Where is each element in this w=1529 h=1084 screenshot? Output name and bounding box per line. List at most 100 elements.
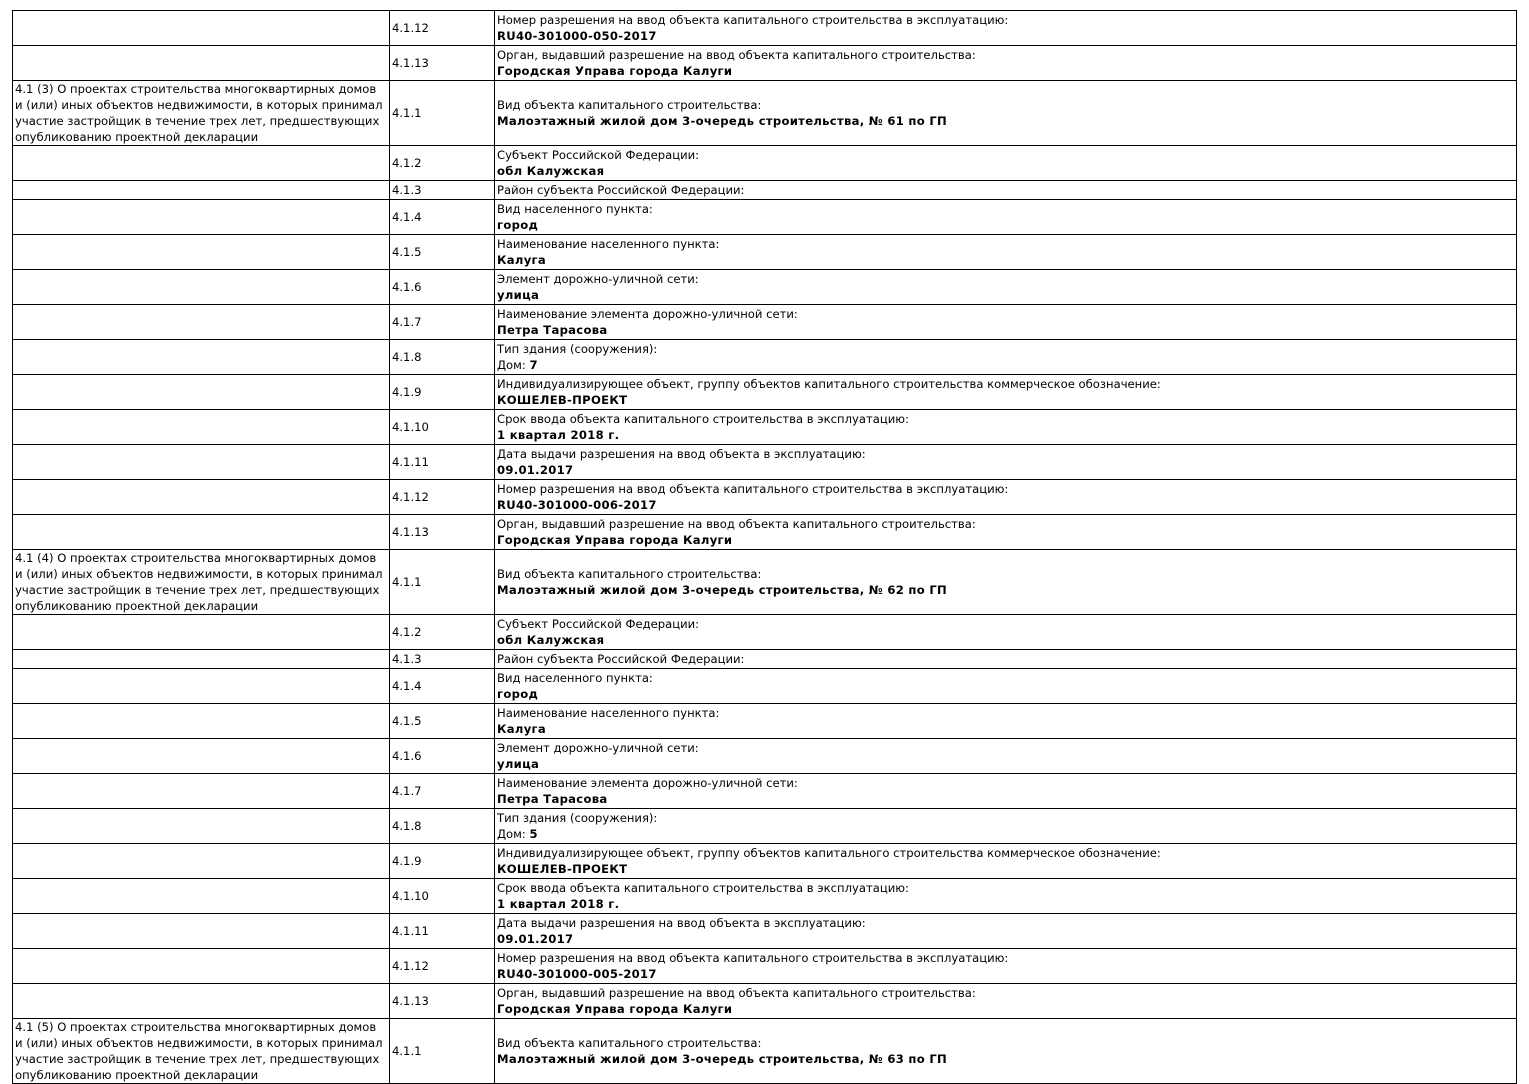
field-value: 7 xyxy=(529,358,538,372)
section-cell xyxy=(12,514,390,550)
field-value: улица xyxy=(497,757,540,771)
field-value: Городская Управа города Калуги xyxy=(497,533,733,547)
field-value-line: обл Калужская xyxy=(497,632,1514,648)
content-cell: Срок ввода объекта капитального строител… xyxy=(494,409,1517,445)
section-cell xyxy=(12,374,390,410)
content-cell: Наименование элемента дорожно-уличной се… xyxy=(494,304,1517,340)
field-value: Малоэтажный жилой дом 3-очередь строител… xyxy=(497,114,948,128)
field-value: Калуга xyxy=(497,253,547,267)
field-value: Петра Тарасова xyxy=(497,323,608,337)
section-cell xyxy=(12,409,390,445)
content-cell: Номер разрешения на ввод объекта капитал… xyxy=(494,479,1517,515)
table-row: 4.1.11 Дата выдачи разрешения на ввод объ… xyxy=(12,913,1517,949)
section-cell xyxy=(12,703,390,739)
field-label: Номер разрешения на ввод объекта капитал… xyxy=(497,13,1009,27)
table-row: 4.1.9 Индивидуализирующее объект, группу … xyxy=(12,374,1517,410)
field-label: Вид населенного пункта: xyxy=(497,202,653,216)
field-value: город xyxy=(497,687,539,701)
field-value-line: Петра Тарасова xyxy=(497,791,1514,807)
content-cell: Элемент дорожно-уличной сети: улица xyxy=(494,738,1517,774)
field-label: Номер разрешения на ввод объекта капитал… xyxy=(497,951,1009,965)
content-cell: Элемент дорожно-уличной сети: улица xyxy=(494,269,1517,305)
field-value-line: 1 квартал 2018 г. xyxy=(497,427,1514,443)
content-cell: Субъект Российской Федерации: обл Калужск… xyxy=(494,614,1517,650)
field-value-line: 09.01.2017 xyxy=(497,462,1514,478)
field-label: Наименование элемента дорожно-уличной се… xyxy=(497,307,798,321)
section-cell xyxy=(12,339,390,375)
field-value: обл Калужская xyxy=(497,633,605,647)
field-value: RU40-301000-006-2017 xyxy=(497,498,657,512)
content-cell: Наименование населенного пункта: Калуга xyxy=(494,703,1517,739)
content-cell: Вид населенного пункта: город xyxy=(494,668,1517,704)
code-cell: 4.1.9 xyxy=(389,843,495,879)
field-value: город xyxy=(497,218,539,232)
content-cell: Номер разрешения на ввод объекта капитал… xyxy=(494,10,1517,46)
code-cell: 4.1.12 xyxy=(389,10,495,46)
field-value: Малоэтажный жилой дом 3-очередь строител… xyxy=(497,583,948,597)
table-row: 4.1.10 Срок ввода объекта капитального ст… xyxy=(12,878,1517,914)
field-value-line: Городская Управа города Калуги xyxy=(497,63,1514,79)
field-value-line: 09.01.2017 xyxy=(497,931,1514,947)
section-cell xyxy=(12,444,390,480)
table-row: 4.1.13 Орган, выдавший разрешение на ввод… xyxy=(12,514,1517,550)
field-value: обл Калужская xyxy=(497,164,605,178)
section-cell xyxy=(12,649,390,669)
section-cell xyxy=(12,668,390,704)
section-cell xyxy=(12,948,390,984)
section-cell xyxy=(12,145,390,181)
code-cell: 4.1.7 xyxy=(389,304,495,340)
table-row: 4.1 (3) О проектах строительства многокв… xyxy=(12,80,1517,146)
content-cell: Номер разрешения на ввод объекта капитал… xyxy=(494,948,1517,984)
field-label: Наименование элемента дорожно-уличной се… xyxy=(497,776,798,790)
field-value-line: Малоэтажный жилой дом 3-очередь строител… xyxy=(497,1051,1514,1067)
field-label: Индивидуализирующее объект, группу объек… xyxy=(497,846,1161,860)
section-cell: 4.1 (4) О проектах строительства многокв… xyxy=(12,549,390,615)
content-cell: Вид населенного пункта: город xyxy=(494,199,1517,235)
content-cell: Субъект Российской Федерации: обл Калужск… xyxy=(494,145,1517,181)
code-cell: 4.1.1 xyxy=(389,549,495,615)
table-row: 4.1.3 Район субъекта Российской Федерации… xyxy=(12,649,1517,669)
field-value-line: обл Калужская xyxy=(497,163,1514,179)
table-row: 4.1 (4) О проектах строительства многокв… xyxy=(12,549,1517,615)
field-value: КОШЕЛЕВ-ПРОЕКТ xyxy=(497,862,628,876)
field-value-line: Калуга xyxy=(497,721,1514,737)
table-row: 4.1.5 Наименование населенного пункта: Кал… xyxy=(12,703,1517,739)
field-value: КОШЕЛЕВ-ПРОЕКТ xyxy=(497,393,628,407)
field-label: Наименование населенного пункта: xyxy=(497,237,720,251)
field-value: Калуга xyxy=(497,722,547,736)
content-cell: Вид объекта капитального строительства: М… xyxy=(494,549,1517,615)
field-value-line: Петра Тарасова xyxy=(497,322,1514,338)
field-value-line: Малоэтажный жилой дом 3-очередь строител… xyxy=(497,113,1514,129)
content-cell: Наименование элемента дорожно-уличной се… xyxy=(494,773,1517,809)
content-cell: Орган, выдавший разрешение на ввод объек… xyxy=(494,514,1517,550)
field-value: 1 квартал 2018 г. xyxy=(497,428,620,442)
field-value-line: RU40-301000-050-2017 xyxy=(497,28,1514,44)
code-cell: 4.1.4 xyxy=(389,668,495,704)
field-value-line: улица xyxy=(497,287,1514,303)
code-cell: 4.1.8 xyxy=(389,339,495,375)
field-label: Наименование населенного пункта: xyxy=(497,706,720,720)
table-row: 4.1.7 Наименование элемента дорожно-уличн… xyxy=(12,304,1517,340)
content-cell: Вид объекта капитального строительства: М… xyxy=(494,1018,1517,1084)
field-value-line: 1 квартал 2018 г. xyxy=(497,896,1514,912)
field-value: Петра Тарасова xyxy=(497,792,608,806)
code-cell: 4.1.8 xyxy=(389,808,495,844)
field-value: Городская Управа города Калуги xyxy=(497,64,733,78)
code-cell: 4.1.3 xyxy=(389,649,495,669)
field-value: RU40-301000-050-2017 xyxy=(497,29,657,43)
field-value: 09.01.2017 xyxy=(497,463,574,477)
code-cell: 4.1.10 xyxy=(389,409,495,445)
section-cell xyxy=(12,180,390,200)
code-cell: 4.1.2 xyxy=(389,614,495,650)
field-value: RU40-301000-005-2017 xyxy=(497,967,657,981)
table-row: 4.1.7 Наименование элемента дорожно-уличн… xyxy=(12,773,1517,809)
section-cell xyxy=(12,479,390,515)
field-label: Орган, выдавший разрешение на ввод объек… xyxy=(497,517,976,531)
section-cell xyxy=(12,234,390,270)
field-label: Номер разрешения на ввод объекта капитал… xyxy=(497,482,1009,496)
content-cell: Дата выдачи разрешения на ввод объекта в… xyxy=(494,444,1517,480)
table-row: 4.1.13 Орган, выдавший разрешение на ввод… xyxy=(12,45,1517,81)
table-row: 4.1.2 Субъект Российской Федерации: обл Ка… xyxy=(12,145,1517,181)
content-cell: Индивидуализирующее объект, группу объек… xyxy=(494,843,1517,879)
section-cell: 4.1 (3) О проектах строительства многокв… xyxy=(12,80,390,146)
